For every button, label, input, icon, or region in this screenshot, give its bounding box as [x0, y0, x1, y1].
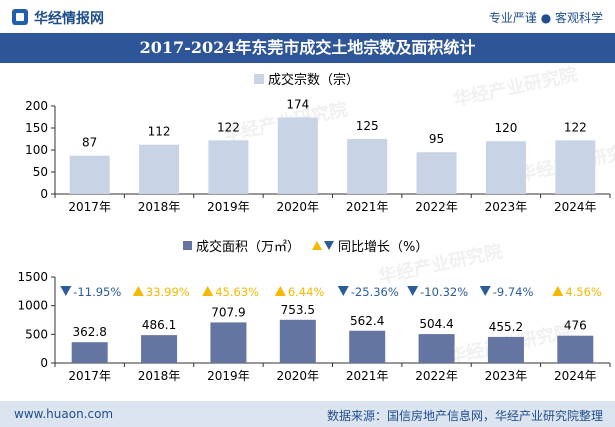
yoy-down-triangle — [479, 286, 491, 296]
legend-down-triangle — [324, 241, 334, 250]
data-label: 362.8 — [73, 325, 107, 339]
yoy-up-triangle — [552, 286, 564, 296]
x-tick-label: 2017年 — [68, 200, 111, 214]
y-tick-label: 100 — [25, 143, 48, 157]
chart-title: 2017-2024年东莞市成交土地宗数及面积统计 — [0, 33, 615, 63]
x-tick-label: 2021年 — [346, 200, 389, 214]
bar — [349, 330, 386, 363]
yoy-label: 6.44% — [288, 285, 325, 299]
legend-swatch — [183, 241, 192, 250]
x-tick-label: 2018年 — [138, 369, 181, 383]
data-source: 数据来源：国信房地产信息网，华经产业研究院整理 — [326, 409, 603, 423]
y-tick-label: 200 — [25, 99, 48, 113]
watermark-text: 华经产业研究院 — [451, 66, 579, 111]
logo-icon — [12, 9, 28, 25]
bar — [347, 139, 388, 194]
yoy-down-triangle — [407, 286, 419, 296]
bar — [557, 335, 594, 363]
brand-name: 华经情报网 — [34, 11, 104, 27]
tagline: 专业严谨 ● 客观科学 — [488, 11, 603, 25]
legend-up-triangle — [312, 241, 322, 250]
data-label: 112 — [148, 125, 171, 139]
deals-count-chart: 华经产业研究院华经产业研究院华经产业研究院 成交宗数（宗） 0501001502… — [25, 66, 615, 214]
x-tick-label: 2020年 — [277, 200, 320, 214]
legend-label: 成交宗数（宗） — [268, 72, 359, 88]
data-label: 476 — [564, 319, 587, 333]
yoy-down-triangle — [337, 286, 349, 296]
bar — [139, 144, 180, 194]
data-label: 707.9 — [211, 305, 245, 319]
yoy-label: -9.74% — [493, 285, 534, 299]
data-label: 122 — [217, 120, 240, 134]
deals-area-chart: 华经产业研究院华经产业研究院 成交面积（万㎡）同比增长（%） 050010001… — [17, 239, 611, 383]
yoy-label: 4.56% — [565, 285, 602, 299]
yoy-up-triangle — [274, 286, 286, 296]
yoy-label: 45.63% — [215, 285, 259, 299]
yoy-up-triangle — [202, 286, 214, 296]
bar — [416, 152, 457, 194]
site-url: www.huaon.com — [14, 407, 114, 421]
bar — [555, 140, 596, 194]
data-label: 562.4 — [350, 314, 384, 328]
x-tick-label: 2021年 — [346, 369, 389, 383]
yoy-up-triangle — [132, 286, 144, 296]
header: 华经情报网 专业严谨 ● 客观科学 — [0, 0, 615, 33]
x-tick-label: 2018年 — [138, 200, 181, 214]
x-tick-label: 2023年 — [485, 200, 528, 214]
x-tick-label: 2020年 — [277, 369, 320, 383]
legend-label: 成交面积（万㎡） — [196, 239, 300, 255]
x-tick-label: 2019年 — [207, 369, 250, 383]
data-label: 95 — [429, 132, 444, 146]
data-label: 122 — [564, 120, 587, 134]
bar — [279, 319, 316, 363]
y-tick-label: 0 — [40, 187, 48, 201]
y-tick-label: 0 — [40, 356, 48, 370]
yoy-label: -10.32% — [420, 285, 468, 299]
x-tick-label: 2022年 — [415, 200, 458, 214]
data-label: 125 — [356, 119, 379, 133]
bar — [71, 342, 108, 363]
y-tick-label: 1000 — [17, 299, 48, 313]
y-tick-label: 1500 — [17, 270, 48, 284]
yoy-label: -25.36% — [351, 285, 399, 299]
y-tick-label: 50 — [33, 165, 48, 179]
x-tick-label: 2024年 — [554, 369, 597, 383]
data-label: 486.1 — [142, 318, 176, 332]
y-tick-label: 500 — [25, 327, 48, 341]
x-tick-label: 2024年 — [554, 200, 597, 214]
legend-swatch — [254, 74, 264, 84]
bar — [141, 335, 178, 363]
x-tick-label: 2023年 — [485, 369, 528, 383]
bar — [210, 322, 247, 363]
data-label: 87 — [82, 136, 97, 150]
data-label: 120 — [494, 121, 517, 135]
x-tick-label: 2019年 — [207, 200, 250, 214]
yoy-label: -11.95% — [73, 285, 121, 299]
data-label: 455.2 — [489, 320, 523, 334]
data-label: 504.4 — [419, 317, 453, 331]
bar — [69, 155, 110, 194]
footer: www.huaon.com 数据来源：国信房地产信息网，华经产业研究院整理 — [0, 401, 615, 427]
data-label: 174 — [286, 97, 309, 111]
x-tick-label: 2022年 — [415, 369, 458, 383]
bar — [487, 336, 524, 363]
x-tick-label: 2017年 — [68, 369, 111, 383]
legend-label: 同比增长（%） — [338, 240, 428, 255]
yoy-down-triangle — [60, 286, 72, 296]
bar — [208, 140, 249, 194]
y-tick-label: 150 — [25, 121, 48, 135]
bar — [418, 334, 455, 363]
bar — [277, 117, 318, 194]
data-label: 753.5 — [281, 303, 315, 317]
bar — [485, 141, 526, 194]
yoy-label: 33.99% — [146, 285, 190, 299]
